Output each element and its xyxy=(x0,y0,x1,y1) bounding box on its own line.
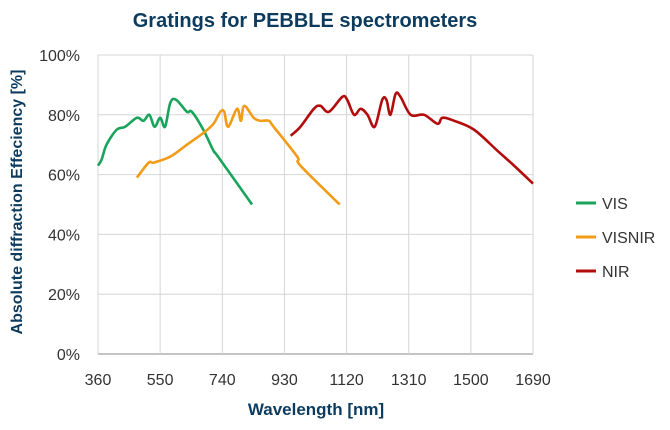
y-tick-label: 0% xyxy=(57,347,80,364)
x-axis-label: Wavelength [nm] xyxy=(248,400,384,419)
legend-label-vis: VIS xyxy=(602,196,628,213)
x-tick-label: 1120 xyxy=(329,372,364,389)
series-line-vis xyxy=(96,97,254,206)
series-line-visnir xyxy=(135,104,341,206)
y-axis-label: Absolute diffraction Effeciency [%] xyxy=(9,70,26,335)
chart-title: Gratings for PEBBLE spectrometers xyxy=(133,10,478,32)
x-tick-label: 930 xyxy=(271,372,298,389)
grid xyxy=(97,54,534,355)
x-tick-label: 1310 xyxy=(391,372,427,389)
legend: VIS VISNIR NIR xyxy=(576,196,655,281)
series-line-nir xyxy=(289,91,534,185)
x-tick-label: 1500 xyxy=(453,372,489,389)
x-tick-label: 360 xyxy=(85,372,112,389)
x-tick-label: 740 xyxy=(209,372,236,389)
legend-label-visnir: VISNIR xyxy=(602,230,655,247)
x-tick-label: 550 xyxy=(147,372,174,389)
y-tick-label: 100% xyxy=(39,48,80,65)
y-tick-label: 60% xyxy=(48,168,80,185)
y-tick-label: 80% xyxy=(48,108,80,125)
x-tick-label: 1690 xyxy=(515,372,551,389)
y-ticks: 0% 20% 40% 60% 80% 100% xyxy=(39,48,80,364)
y-tick-label: 40% xyxy=(48,227,80,244)
y-tick-label: 20% xyxy=(48,287,80,304)
x-ticks: 360 550 740 930 1120 1310 1500 1690 xyxy=(85,372,551,389)
series-lines xyxy=(96,91,534,206)
legend-label-nir: NIR xyxy=(602,264,630,281)
